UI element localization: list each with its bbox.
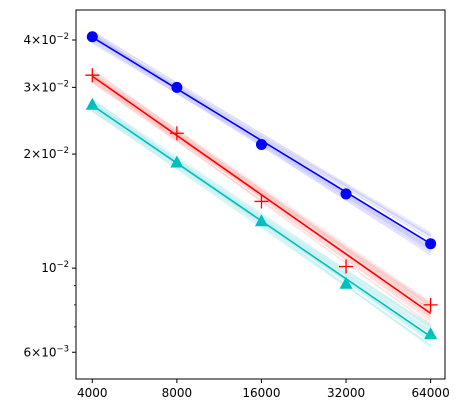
series-3-point [254,214,268,227]
series-2-band-line [91,69,431,310]
series-1-point [425,238,437,250]
series-2-band-line [91,81,431,304]
x-axis: 4000 8000 16000 32000 64000 [77,379,450,400]
x-tick-label: 8000 [162,386,193,400]
series-2-band-line [91,74,431,306]
x-tick-label: 4000 [77,386,108,400]
series-1-band-line [91,34,431,233]
x-tick-label: 16000 [242,386,280,400]
series-3-band-line [91,107,431,346]
series-3-point [170,155,184,168]
series-3-point [339,276,353,289]
series-2-point [339,259,354,274]
series-2-band-line [91,71,431,303]
series-2-band-line [91,73,431,310]
series-1-band-line [91,35,431,240]
series-2-band-line [91,79,431,307]
y-axis: 6×10−3 10−2 2×10−2 3×10−2 4×10−2 [24,32,76,359]
series-2-band-line [91,70,431,312]
series-3-markers [85,97,438,340]
y-tick-label: 6×10−3 [24,344,70,359]
y-tick-label: 3×10−2 [24,79,70,94]
series-3-point [424,327,438,340]
y-tick-label: 10−2 [41,260,69,275]
series-2-point [169,126,184,141]
series-2-band-line [91,78,431,308]
series-1-point [255,139,267,151]
series-2-band-line [91,72,431,307]
series-2-band-line [91,75,431,307]
series-1-band-line [91,36,431,237]
series-3-band-line [91,99,431,328]
series-2-band-line [91,73,431,306]
series-3-band-line [91,109,431,346]
series-2-point [423,297,438,312]
series-2-band-line [91,80,431,306]
series-1-point [340,188,352,200]
series-2-band-line [91,71,431,310]
series-3-band-line [91,110,431,346]
series-1-band-line [91,40,431,236]
series-1-band-line [91,34,431,241]
series-1-markers [86,31,437,250]
y-tick-label: 4×10−2 [24,32,70,47]
data-markers [85,31,438,340]
series-3-point [85,97,99,110]
series-3-band-line [91,101,431,326]
series-1-band-line [91,33,431,237]
x-tick-label: 32000 [327,386,365,400]
series-2-band-line [91,73,431,305]
series-1-point [86,31,98,43]
series-2-point [254,194,269,209]
series-1-point [171,81,183,93]
series-1-band-line [91,31,431,236]
y-tick-label: 2×10−2 [24,146,70,161]
series-2-band-line [91,74,431,310]
plot-frame [75,9,446,380]
x-tick-label: 64000 [412,386,450,400]
series-2-markers [85,68,438,312]
series-2-band-line [91,75,431,304]
uncertainty-bands [91,30,431,348]
series-2-point [85,68,100,83]
series-1-band-line [91,31,431,237]
series-1-band-line [91,36,431,237]
